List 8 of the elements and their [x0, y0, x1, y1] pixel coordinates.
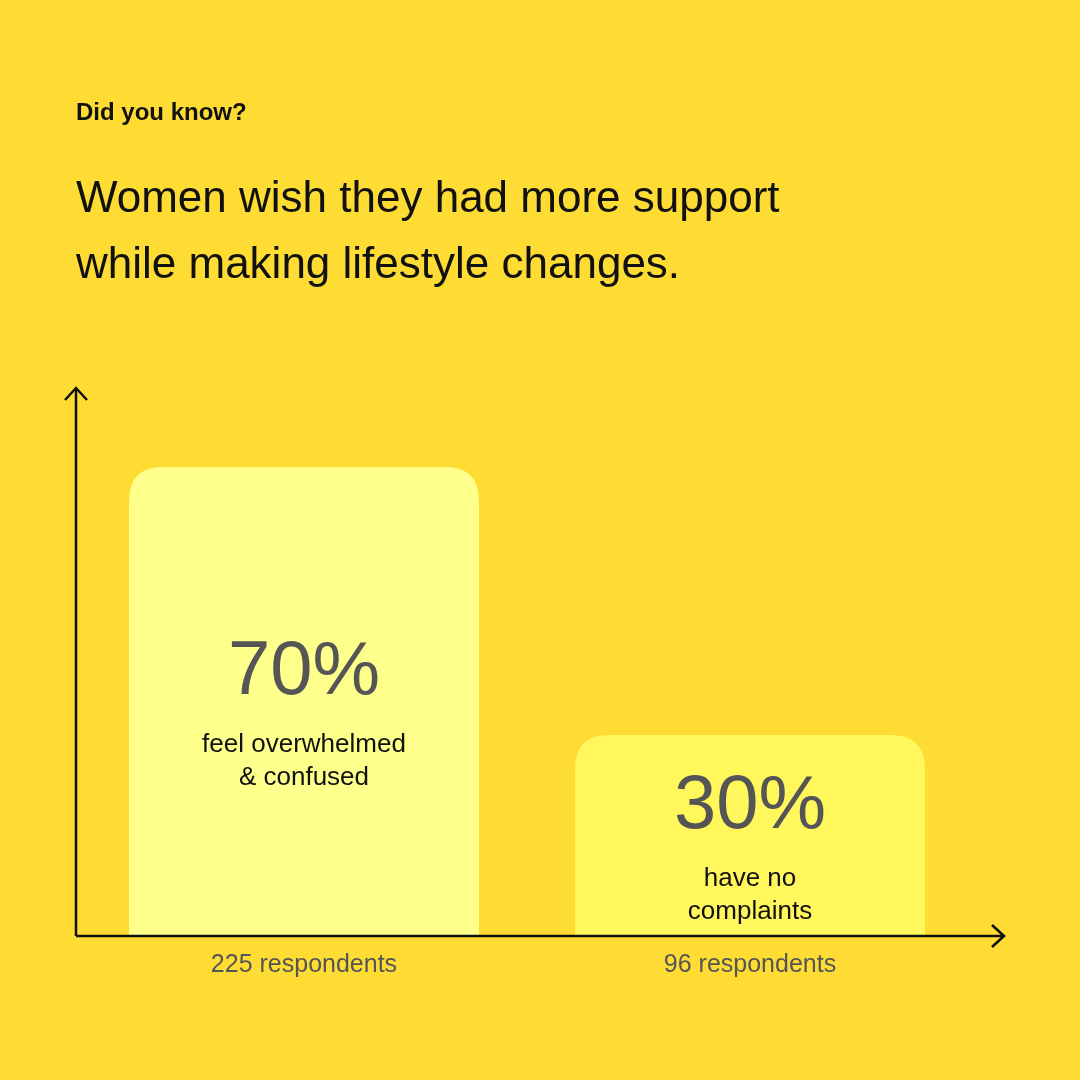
annotation: feel overwhelmed & confused	[202, 727, 406, 791]
data-label: 70%	[227, 624, 381, 710]
annotation: have no complaints	[687, 861, 813, 925]
x-tick-label: 96 respondents	[663, 949, 837, 977]
chart-subtitle: Did you know?	[76, 98, 247, 125]
x-tick-label: 225 respondents	[210, 949, 398, 977]
chart-title: Women wish they had more support while making lifestyle changes.	[75, 172, 780, 287]
data-label: 30%	[673, 758, 827, 844]
